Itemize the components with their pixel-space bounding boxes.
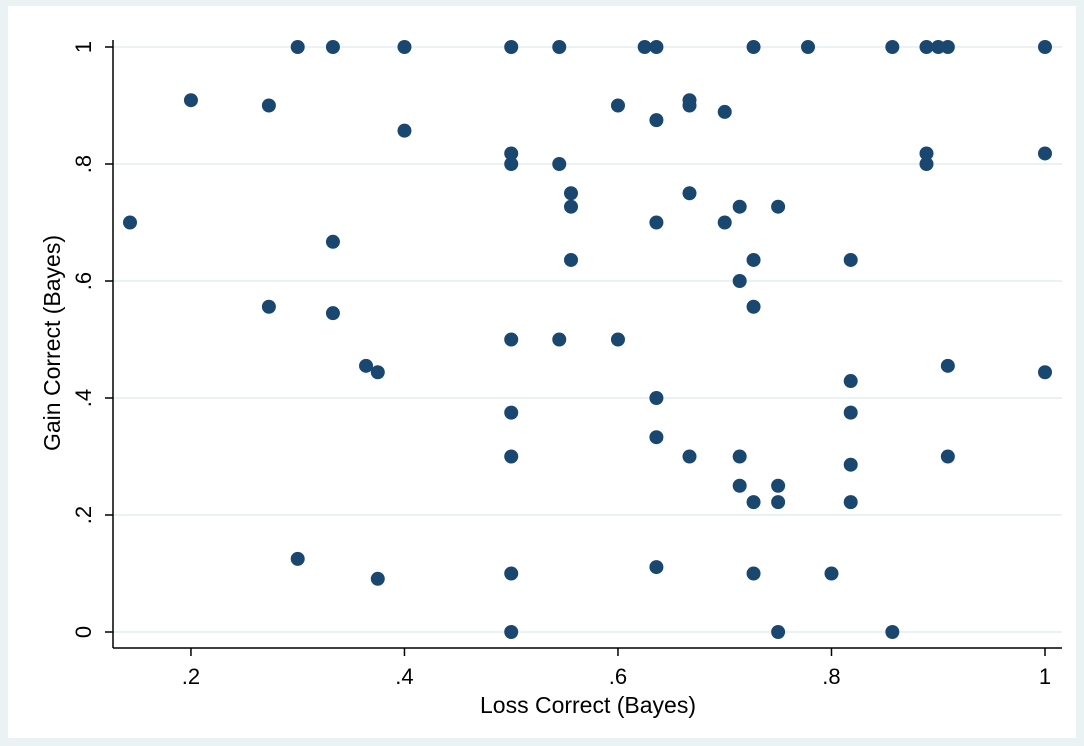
data-point <box>370 571 385 586</box>
data-point <box>746 566 761 581</box>
data-point <box>183 93 198 108</box>
data-point <box>843 252 858 267</box>
data-point <box>261 299 276 314</box>
data-point <box>885 625 900 639</box>
data-point <box>610 332 625 347</box>
data-point <box>885 40 900 54</box>
axes <box>112 40 1062 649</box>
data-point <box>649 391 664 405</box>
data-point <box>801 40 816 54</box>
data-point <box>325 234 340 249</box>
y-tick-label: .4 <box>71 389 96 407</box>
data-point <box>732 449 747 464</box>
data-point <box>504 625 519 639</box>
x-axis-title: Loss Correct (Bayes) <box>480 692 696 718</box>
data-point <box>325 40 340 54</box>
y-tick-label: 0 <box>71 626 96 638</box>
grid-lines <box>113 46 1062 633</box>
data-point <box>843 495 858 510</box>
data-point <box>732 274 747 288</box>
x-tick-label: 1 <box>1039 664 1051 689</box>
data-point <box>919 157 934 171</box>
data-point <box>717 215 732 230</box>
data-point <box>682 186 697 201</box>
data-point <box>771 478 786 493</box>
data-point <box>504 157 519 171</box>
y-tick-label: .8 <box>71 155 96 173</box>
data-point <box>682 98 697 113</box>
y-tick-label: .6 <box>71 272 96 290</box>
data-point <box>1038 40 1052 54</box>
data-point <box>325 306 340 321</box>
plot-area <box>8 6 1076 738</box>
data-point <box>123 215 137 230</box>
data-point <box>637 40 652 54</box>
x-tick-label: .8 <box>822 664 840 689</box>
data-point <box>940 358 955 373</box>
data-point <box>649 430 664 445</box>
x-axis-ticks: .2 .4 .6 .8 1 <box>182 648 1051 689</box>
x-tick-label: .2 <box>182 664 200 689</box>
data-point <box>504 566 519 581</box>
data-point <box>504 332 519 347</box>
data-point <box>649 40 664 54</box>
data-point <box>504 40 519 54</box>
data-point <box>397 123 412 138</box>
data-point <box>717 104 732 119</box>
data-point <box>746 299 761 314</box>
data-point <box>261 98 276 113</box>
data-point <box>843 457 858 472</box>
data-point <box>824 566 839 581</box>
data-point <box>564 186 579 201</box>
data-point <box>931 40 946 54</box>
data-point <box>504 146 519 161</box>
data-point <box>649 113 664 128</box>
data-point <box>564 199 579 214</box>
data-point <box>746 40 761 54</box>
data-point <box>552 157 567 171</box>
data-point <box>649 560 664 575</box>
y-tick-label: .2 <box>71 506 96 524</box>
y-tick-label: 1 <box>71 41 96 53</box>
data-point <box>732 199 747 214</box>
data-point <box>771 199 786 214</box>
data-point <box>649 215 664 230</box>
x-tick-label: .4 <box>395 664 413 689</box>
y-axis-title: Gain Correct (Bayes) <box>39 235 65 451</box>
data-point <box>552 40 567 54</box>
data-point <box>359 358 374 373</box>
data-point <box>1038 146 1052 161</box>
data-point <box>843 405 858 420</box>
x-tick-label: .6 <box>609 664 627 689</box>
data-point <box>940 449 955 464</box>
data-point <box>504 405 519 420</box>
y-axis-ticks: 0 .2 .4 .6 .8 1 <box>71 41 113 638</box>
data-point <box>564 252 579 267</box>
data-point <box>504 449 519 464</box>
data-point <box>682 449 697 464</box>
data-point <box>610 98 625 113</box>
data-point <box>397 40 412 54</box>
data-point <box>552 332 567 347</box>
data-point <box>746 495 761 510</box>
data-point <box>771 625 786 639</box>
data-point <box>1038 365 1052 380</box>
data-point <box>732 478 747 493</box>
data-point <box>919 40 934 54</box>
data-point <box>771 495 786 510</box>
data-point <box>290 40 305 54</box>
data-point <box>843 374 858 389</box>
data-point <box>940 40 955 54</box>
data-point <box>746 252 761 267</box>
data-point <box>290 551 305 566</box>
data-points <box>123 40 1052 639</box>
data-point <box>919 146 934 161</box>
data-point <box>370 365 385 380</box>
